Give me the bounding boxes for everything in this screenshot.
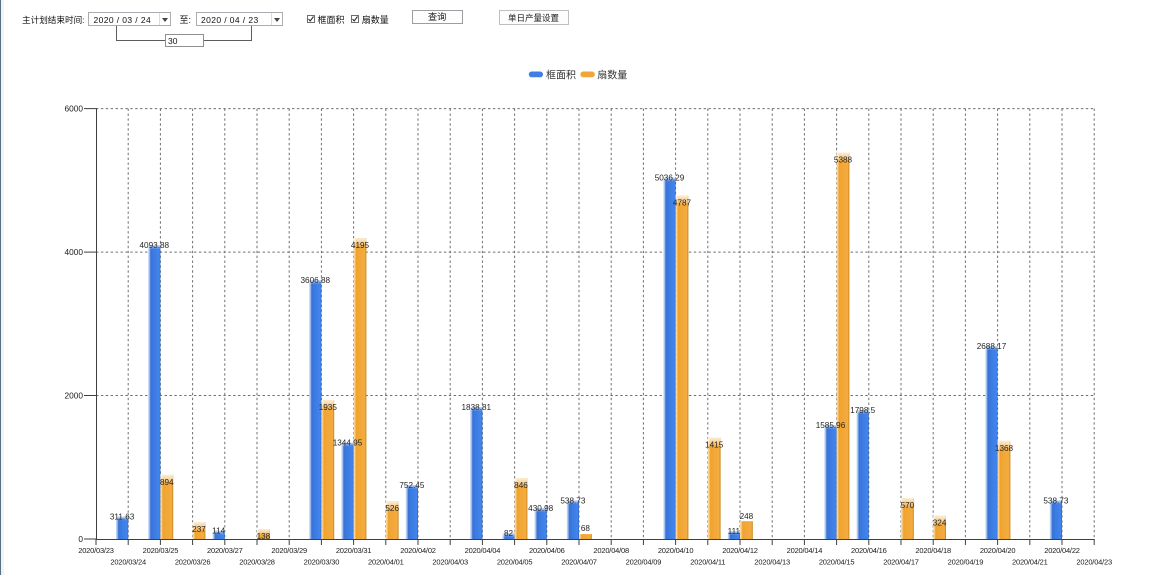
svg-text:2020/04/21: 2020/04/21 xyxy=(1012,557,1048,566)
svg-text:2020/04/16: 2020/04/16 xyxy=(851,546,887,555)
svg-text:2020/03/24: 2020/03/24 xyxy=(110,557,146,566)
svg-text:2020/03/29: 2020/03/29 xyxy=(271,546,307,555)
svg-text:2020/03/26: 2020/03/26 xyxy=(175,557,211,566)
svg-text:扇数量: 扇数量 xyxy=(597,68,627,81)
svg-text:2688.17: 2688.17 xyxy=(977,342,1007,351)
svg-text:1368: 1368 xyxy=(995,444,1014,453)
svg-text:2020/03/25: 2020/03/25 xyxy=(143,546,179,555)
svg-text:324: 324 xyxy=(933,519,947,528)
svg-text:框面积: 框面积 xyxy=(546,68,576,81)
svg-text:114: 114 xyxy=(212,527,225,536)
svg-text:2020/04/20: 2020/04/20 xyxy=(980,546,1016,555)
svg-text:2020/04/05: 2020/04/05 xyxy=(497,557,533,566)
svg-text:2020/03/30: 2020/03/30 xyxy=(304,557,340,566)
svg-text:846: 846 xyxy=(514,481,528,490)
svg-text:2020/04/04: 2020/04/04 xyxy=(465,546,501,555)
svg-text:538.73: 538.73 xyxy=(1043,496,1068,505)
svg-text:5036.29: 5036.29 xyxy=(655,174,685,183)
svg-text:2020/04/03: 2020/04/03 xyxy=(432,557,468,566)
svg-text:2020/04/18: 2020/04/18 xyxy=(915,546,951,555)
svg-text:2020/04/15: 2020/04/15 xyxy=(819,557,855,566)
svg-text:538.73: 538.73 xyxy=(560,496,585,505)
svg-text:4000: 4000 xyxy=(65,247,84,257)
svg-text:2020/04/14: 2020/04/14 xyxy=(787,546,823,555)
svg-text:570: 570 xyxy=(901,501,915,510)
svg-text:2020/04/02: 2020/04/02 xyxy=(400,546,436,555)
svg-text:2020/04/23: 2020/04/23 xyxy=(1076,557,1112,566)
svg-text:4093.88: 4093.88 xyxy=(139,241,169,250)
svg-text:894: 894 xyxy=(160,478,174,487)
svg-text:4195: 4195 xyxy=(351,241,370,250)
svg-text:3606.88: 3606.88 xyxy=(300,276,330,285)
svg-text:2020/04/13: 2020/04/13 xyxy=(754,557,790,566)
svg-text:82: 82 xyxy=(504,529,514,538)
svg-text:2020/03/28: 2020/03/28 xyxy=(239,557,275,566)
svg-text:1935: 1935 xyxy=(319,403,338,412)
svg-text:0: 0 xyxy=(78,534,83,544)
svg-text:1344.95: 1344.95 xyxy=(333,438,363,447)
svg-text:2020/04/17: 2020/04/17 xyxy=(883,557,919,566)
svg-text:5388: 5388 xyxy=(834,155,853,164)
svg-text:752.45: 752.45 xyxy=(399,481,424,490)
svg-text:248: 248 xyxy=(740,512,754,521)
svg-text:111: 111 xyxy=(728,527,741,536)
svg-text:2000: 2000 xyxy=(65,390,84,400)
svg-text:1585.96: 1585.96 xyxy=(816,421,846,430)
svg-text:2020/04/01: 2020/04/01 xyxy=(368,557,404,566)
svg-text:1838.81: 1838.81 xyxy=(461,403,491,412)
svg-text:68: 68 xyxy=(581,524,591,533)
svg-text:237: 237 xyxy=(192,525,206,534)
svg-text:4787: 4787 xyxy=(673,199,692,208)
svg-text:2020/04/22: 2020/04/22 xyxy=(1044,546,1080,555)
svg-text:526: 526 xyxy=(385,504,399,513)
svg-text:2020/04/10: 2020/04/10 xyxy=(658,546,694,555)
svg-text:311.63: 311.63 xyxy=(110,513,135,522)
svg-text:2020/03/27: 2020/03/27 xyxy=(207,546,243,555)
svg-text:2020/04/06: 2020/04/06 xyxy=(529,546,565,555)
svg-text:138: 138 xyxy=(257,532,271,541)
svg-text:1415: 1415 xyxy=(705,440,724,449)
svg-text:2020/04/11: 2020/04/11 xyxy=(690,557,725,566)
svg-text:2020/04/09: 2020/04/09 xyxy=(626,557,662,566)
svg-text:2020/03/31: 2020/03/31 xyxy=(336,546,372,555)
svg-text:6000: 6000 xyxy=(65,104,84,114)
svg-text:2020/04/07: 2020/04/07 xyxy=(561,557,597,566)
svg-text:2020/04/08: 2020/04/08 xyxy=(593,546,629,555)
svg-text:2020/03/23: 2020/03/23 xyxy=(78,546,114,555)
svg-text:1798.5: 1798.5 xyxy=(850,406,875,415)
svg-text:2020/04/19: 2020/04/19 xyxy=(948,557,984,566)
svg-text:2020/04/12: 2020/04/12 xyxy=(722,546,758,555)
svg-text:430.98: 430.98 xyxy=(528,504,553,513)
